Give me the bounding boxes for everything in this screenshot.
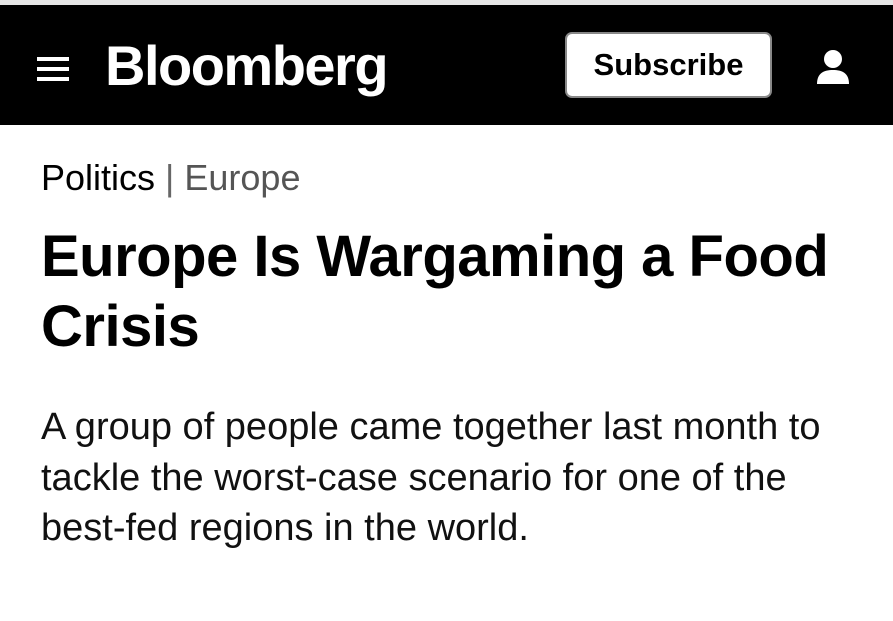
- breadcrumb-separator: |: [165, 157, 175, 198]
- site-header: Bloomberg Subscribe: [0, 5, 893, 125]
- hamburger-icon[interactable]: [37, 57, 69, 81]
- headline: Europe Is Wargaming a Food Crisis: [41, 224, 829, 359]
- subscribe-button[interactable]: Subscribe: [565, 32, 772, 98]
- breadcrumb-category[interactable]: Politics: [41, 157, 156, 198]
- bloomberg-logo[interactable]: Bloomberg: [105, 34, 389, 97]
- article-deck: A group of people came together last mon…: [41, 406, 821, 549]
- person-icon[interactable]: [816, 49, 850, 85]
- status-strip: [0, 0, 893, 5]
- breadcrumb-section[interactable]: Europe: [184, 157, 301, 198]
- breadcrumb: Politics | Europe: [41, 156, 300, 200]
